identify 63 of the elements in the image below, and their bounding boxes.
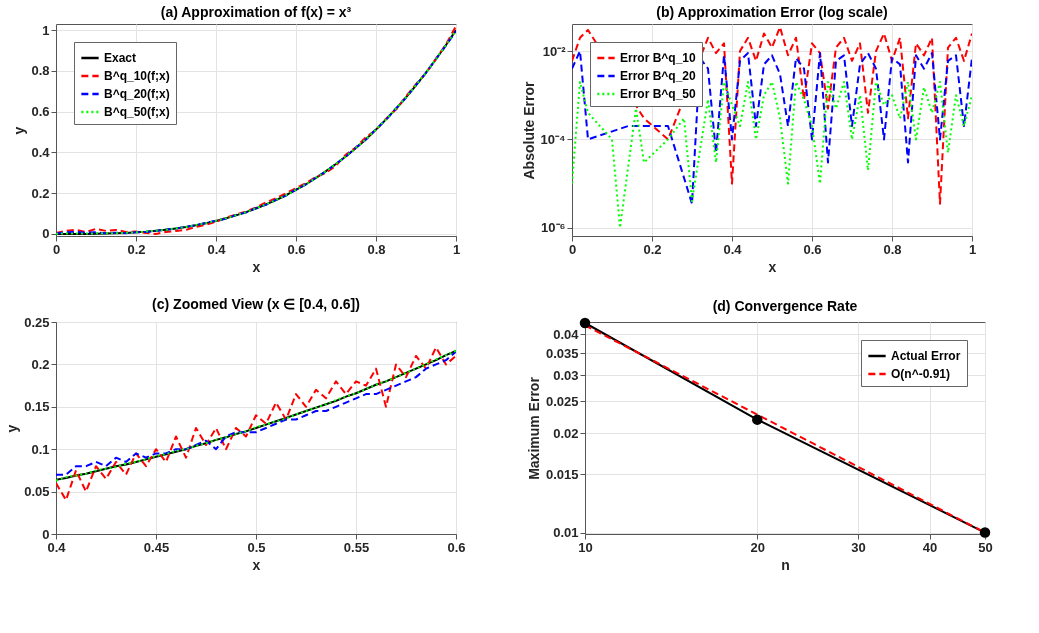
y-tick-label: 0 xyxy=(42,226,50,242)
legend-label: B^q_20(f;x) xyxy=(104,87,170,101)
x-tick-label: 0.6 xyxy=(803,241,822,257)
legend-label: Actual Error xyxy=(891,349,961,363)
x-tick-label: 20 xyxy=(750,539,766,555)
x-tick-label: 50 xyxy=(978,539,993,555)
y-tick-label: 0.025 xyxy=(545,393,579,409)
x-axis-title: n xyxy=(781,556,790,573)
x-tick-label: 1 xyxy=(968,241,977,257)
x-tick-label: 0.8 xyxy=(367,241,386,257)
x-tick-label: 0.45 xyxy=(143,539,170,555)
y-tick-label: 0.1 xyxy=(31,441,50,457)
legend-label: Error B^q_50 xyxy=(620,87,697,101)
x-axis-title: x xyxy=(252,258,261,275)
x-tick-label: 0.2 xyxy=(127,241,146,257)
legend-label: Exact xyxy=(104,51,137,65)
x-tick-label: 0.2 xyxy=(643,241,662,257)
chart-title: (b) Approximation Error (log scale) xyxy=(656,4,888,20)
x-tick-label: 40 xyxy=(922,539,938,555)
x-tick-label: 0.55 xyxy=(343,539,370,555)
y-tick-label: 10⁻² xyxy=(542,43,567,59)
y-axis-title: y xyxy=(11,126,28,135)
x-tick-label: 1 xyxy=(452,241,461,257)
y-tick-label: 0.6 xyxy=(31,104,50,120)
x-tick-label: 0.4 xyxy=(207,241,227,257)
y-axis-title: y xyxy=(4,424,21,433)
y-tick-label: 0.25 xyxy=(24,314,50,330)
chart-title: (a) Approximation of f(x) = x³ xyxy=(160,4,352,20)
legend-label: Error B^q_10 xyxy=(620,51,697,65)
y-tick-label: 0.04 xyxy=(553,326,580,342)
y-tick-label: 0.035 xyxy=(545,345,579,361)
y-tick-label: 0.2 xyxy=(31,185,50,201)
x-tick-label: 0.8 xyxy=(883,241,902,257)
x-tick-label: 10 xyxy=(578,539,593,555)
x-tick-label: 0.6 xyxy=(287,241,306,257)
y-tick-label: 0.4 xyxy=(31,144,51,160)
legend-label: B^q_10(f;x) xyxy=(104,69,170,83)
y-tick-label: 0.02 xyxy=(553,425,579,441)
x-tick-label: 0.6 xyxy=(447,539,466,555)
y-axis-title: Maximum Error xyxy=(525,376,542,480)
x-axis-title: x xyxy=(768,258,777,275)
legend-label: B^q_50(f;x) xyxy=(104,105,170,119)
x-tick-label: 0.4 xyxy=(723,241,743,257)
x-tick-label: 0.5 xyxy=(247,539,266,555)
y-tick-label: 10⁻⁴ xyxy=(540,131,566,147)
legend-label: Error B^q_20 xyxy=(620,69,697,83)
x-tick-label: 0 xyxy=(52,241,61,257)
y-tick-label: 0.015 xyxy=(545,466,579,482)
y-tick-label: 0.2 xyxy=(31,356,50,372)
y-tick-label: 0.03 xyxy=(553,367,579,383)
x-axis-title: x xyxy=(252,556,261,573)
y-tick-label: 0 xyxy=(42,526,50,542)
y-tick-label: 0.8 xyxy=(31,63,50,79)
y-tick-label: 10⁻⁶ xyxy=(541,220,566,236)
y-tick-label: 0.15 xyxy=(24,399,50,415)
y-tick-label: 0.01 xyxy=(553,525,579,541)
legend-label: O(n^-0.91) xyxy=(891,367,951,381)
y-tick-label: 1 xyxy=(42,22,50,38)
chart-title: (d) Convergence Rate xyxy=(712,297,858,314)
y-axis-title: Absolute Error xyxy=(520,80,537,180)
y-tick-label: 0.05 xyxy=(24,484,50,500)
chart-title: (c) Zoomed View (x ∈ [0.4, 0.6]) xyxy=(152,296,360,312)
x-tick-label: 30 xyxy=(851,539,866,555)
